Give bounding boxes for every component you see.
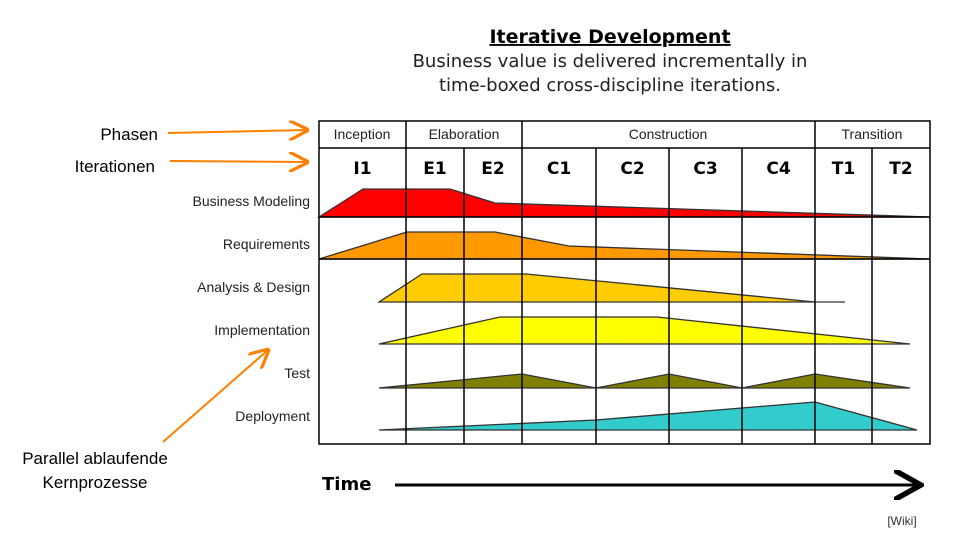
grid: [318, 120, 931, 445]
analysis-design-hump: [376, 273, 845, 303]
discipline-business-modeling: Business Modeling: [192, 193, 310, 209]
annotation-parallel-line-2: Kernprozesse: [43, 473, 148, 492]
implementation-hump: [378, 316, 911, 345]
iteration-e1: E1: [423, 159, 446, 179]
discipline-implementation: Implementation: [214, 322, 310, 338]
annotation-parallel-line-1: Parallel ablaufende: [22, 449, 168, 468]
phase-transition: Transition: [842, 126, 903, 142]
discipline-test: Test: [284, 365, 310, 381]
deployment-hump: [378, 401, 918, 431]
time-label: Time: [322, 474, 371, 495]
requirements-hump: [318, 231, 931, 260]
source-label: [Wiki]: [887, 514, 916, 528]
iteration-i1: I1: [353, 159, 371, 179]
phase-inception: Inception: [334, 126, 391, 142]
subtitle-line-1: Business value is delivered incrementall…: [413, 51, 808, 72]
phasen-arrow: [167, 130, 307, 133]
iteration-c3: C3: [693, 159, 717, 179]
phase-construction: Construction: [629, 126, 708, 142]
iteration-c2: C2: [620, 159, 644, 179]
iteration-c1: C1: [547, 159, 571, 179]
diagram-title: Iterative Development: [489, 26, 730, 48]
discipline-analysis-design: Analysis & Design: [197, 279, 310, 295]
iteration-c4: C4: [766, 159, 790, 179]
iteration-e2: E2: [481, 159, 504, 179]
iterationen-arrow: [169, 161, 307, 162]
subtitle-line-2: time-boxed cross-discipline iterations.: [439, 75, 781, 96]
annotation-iterationen: Iterationen: [75, 157, 155, 176]
test-hump: [378, 373, 911, 389]
discipline-humps: [316, 188, 931, 431]
discipline-requirements: Requirements: [223, 236, 310, 252]
phase-elaboration: Elaboration: [429, 126, 500, 142]
business-modeling-hump: [316, 188, 931, 218]
annotation-phasen: Phasen: [100, 125, 158, 144]
grid-frame: [318, 120, 931, 445]
iteration-t1: T1: [832, 159, 855, 179]
discipline-deployment: Deployment: [235, 408, 310, 424]
iteration-labels: I1 E1 E2 C1 C2 C3 C4 T1 T2: [353, 159, 912, 179]
iteration-t2: T2: [889, 159, 912, 179]
parallel-arrow: [162, 350, 268, 443]
